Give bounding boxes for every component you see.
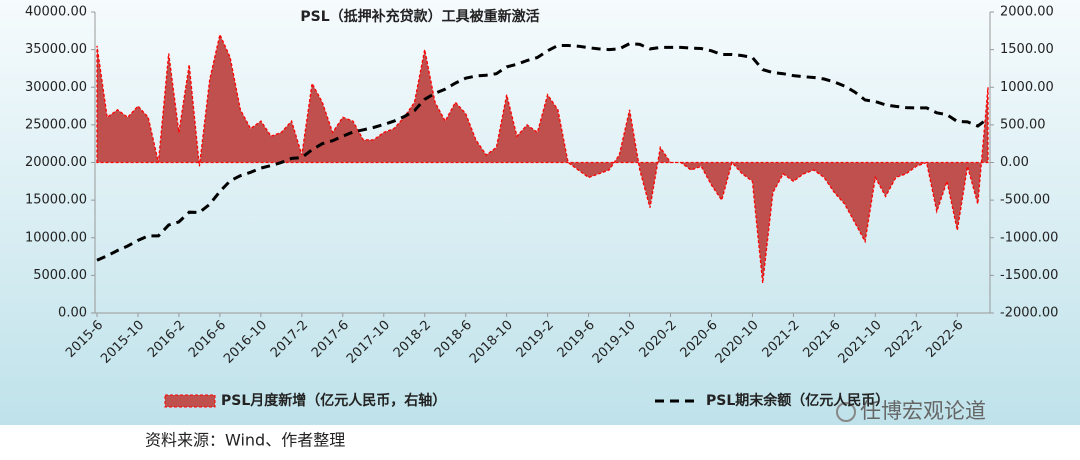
y2-tick-label: -1500.00 [1000, 268, 1058, 283]
watermark: 任博宏观论道 [860, 399, 986, 423]
watermark-icon [836, 402, 856, 422]
y-tick-label: 40000.00 [25, 5, 87, 20]
y-tick-label: 10000.00 [25, 230, 87, 245]
source-note: 资料来源：Wind、作者整理 [145, 431, 345, 450]
y-tick-label: 30000.00 [25, 80, 87, 95]
y2-tick-label: 500.00 [1000, 117, 1046, 132]
y2-tick-label: 0.00 [1000, 155, 1029, 170]
y2-tick-label: -2000.00 [1000, 306, 1058, 321]
y2-tick-label: 2000.00 [1000, 5, 1054, 20]
y-tick-label: 15000.00 [25, 193, 87, 208]
legend-label: PSL月度新增（亿元人民币，右轴） [221, 392, 446, 409]
legend-label: PSL期末余额（亿元人民币） [706, 392, 889, 409]
y2-tick-label: 1000.00 [1000, 80, 1054, 95]
y-tick-label: 0.00 [58, 306, 87, 321]
y-tick-label: 5000.00 [33, 268, 87, 283]
y2-tick-label: 1500.00 [1000, 42, 1054, 57]
y2-tick-label: -1000.00 [1000, 230, 1058, 245]
legend-swatch [164, 394, 216, 408]
line-series [96, 42, 989, 262]
y2-tick-label: -500.00 [1000, 193, 1050, 208]
chart-title: PSL（抵押补充贷款）工具被重新激活 [300, 8, 539, 25]
y-tick-label: 25000.00 [25, 117, 87, 132]
y-tick-label: 35000.00 [25, 42, 87, 57]
area-series [96, 32, 989, 283]
y-tick-label: 20000.00 [25, 155, 87, 170]
chart-background [0, 0, 1080, 425]
